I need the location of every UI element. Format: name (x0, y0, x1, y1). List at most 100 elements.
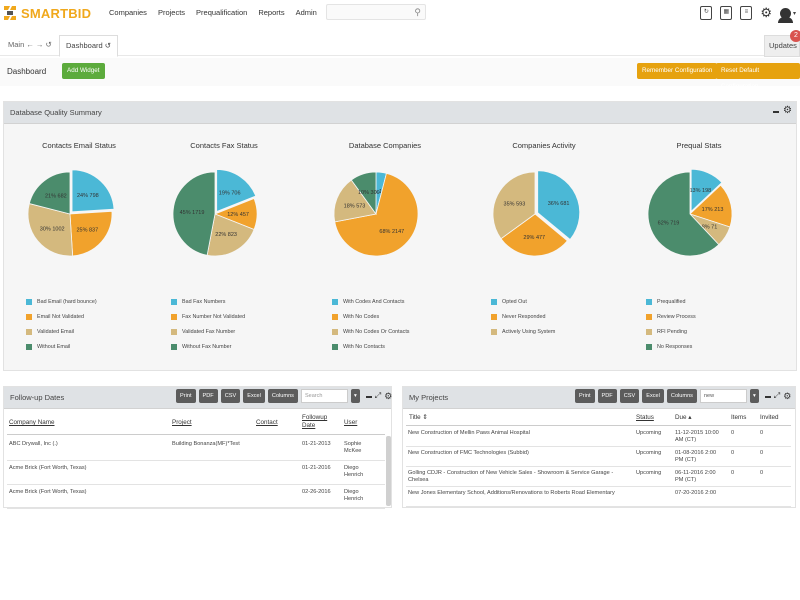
legend-item[interactable]: Actively Using System (491, 324, 555, 339)
pie-slice[interactable] (71, 169, 115, 213)
pie-slice[interactable] (172, 171, 216, 256)
nav-projects[interactable]: Projects (157, 8, 186, 17)
legend-label: No Responses (657, 343, 693, 350)
search-icon[interactable]: ⚲ (414, 7, 421, 17)
cell-due: 07-20-2016 2:00 (675, 490, 717, 496)
pie-slice[interactable] (206, 213, 255, 257)
gear-icon[interactable]: ⚙ (783, 391, 792, 401)
pie-slice[interactable] (647, 171, 720, 257)
nav-prequalification[interactable]: Prequalification (196, 8, 248, 17)
tab-dashboard[interactable]: Dashboard ↺ (59, 35, 119, 57)
col-company-name[interactable]: Company Name (9, 419, 55, 426)
pie-slice[interactable] (689, 184, 733, 228)
expand-icon[interactable]: ⤢ (773, 391, 781, 400)
legend-item[interactable]: Without Fax Number (171, 339, 245, 354)
print-button[interactable]: Print (575, 389, 595, 403)
legend-label: Bad Fax Numbers (182, 298, 226, 305)
csv-button[interactable]: CSV (619, 389, 640, 403)
col-status[interactable]: Status (636, 414, 654, 421)
legend-item[interactable]: With Codes And Contacts (332, 294, 410, 309)
col-user[interactable]: User (344, 419, 358, 426)
cell-title: New Jones Elementary School, Additions/R… (408, 490, 615, 496)
global-search-input[interactable]: ⚲ (326, 4, 426, 20)
minimize-icon[interactable] (764, 396, 771, 398)
cell-invited: 0 (760, 450, 764, 456)
slice-data-label: 30% 1002 (40, 227, 65, 233)
add-widget-button[interactable]: Add Widget (62, 63, 105, 79)
pie-slice[interactable] (492, 171, 536, 240)
tab-main[interactable]: Main ← → ↺ (8, 40, 52, 49)
col-followup-date[interactable]: Followup Date (302, 414, 328, 429)
pie-slice[interactable] (500, 213, 568, 257)
col-invited[interactable]: Invited (760, 414, 779, 421)
legend-item[interactable]: Email Not Validated (26, 309, 97, 324)
gear-icon[interactable]: ⚙ (783, 105, 792, 116)
reset-default-configuration-button[interactable]: Reset Default Configuration (716, 63, 800, 90)
columns-button[interactable]: Columns (666, 389, 697, 403)
print-button[interactable]: Print (176, 389, 196, 403)
updates-button[interactable]: Updates 2 (764, 30, 800, 57)
legend-item[interactable]: With No Codes Or Contacts (332, 324, 410, 339)
minimize-icon[interactable] (773, 111, 780, 113)
vertical-scrollbar[interactable] (386, 436, 391, 506)
legend-swatch (26, 328, 32, 335)
calendar-icon[interactable]: ▦ (720, 6, 733, 20)
legend-item[interactable]: Prequalified (646, 294, 696, 309)
col-items[interactable]: Items (731, 414, 747, 421)
settings-gear-icon[interactable]: ⚙ (760, 5, 772, 20)
legend-swatch (332, 298, 338, 305)
nav-admin[interactable]: Admin (295, 8, 317, 17)
pie-slice[interactable] (28, 171, 71, 215)
pie-slice[interactable] (333, 179, 377, 223)
expand-icon[interactable]: ⤢ (374, 391, 382, 400)
legend-item[interactable]: Review Process (646, 309, 696, 324)
remember-configuration-button[interactable]: Remember Configuration (637, 63, 718, 79)
slice-data-label: 62% 719 (658, 221, 680, 227)
chevron-down-icon[interactable]: ▾ (792, 10, 796, 17)
legend-item[interactable]: Validated Email (26, 324, 97, 339)
minimize-icon[interactable] (365, 396, 372, 398)
followup-search-input[interactable]: Search (300, 389, 348, 403)
followup-toolbar: Print PDF CSV Excel Columns Search ▾ ⤢ ⚙ (176, 389, 392, 403)
legend-item[interactable]: With No Contacts (332, 339, 410, 354)
clipboard-icon[interactable]: ≡ (740, 6, 753, 20)
pie-slice[interactable] (69, 210, 113, 257)
pdf-button[interactable]: PDF (597, 389, 617, 403)
col-contact[interactable]: Contact (256, 419, 278, 426)
user-avatar-icon[interactable] (777, 7, 793, 23)
header-divider (7, 434, 385, 435)
projects-search-input[interactable]: new (699, 389, 747, 403)
legend-item[interactable]: Never Responded (491, 309, 555, 324)
legend-item[interactable]: Opted Out (491, 294, 555, 309)
excel-button[interactable]: Excel (642, 389, 664, 403)
nav-companies[interactable]: Companies (109, 8, 147, 17)
legend-item[interactable]: Bad Fax Numbers (171, 294, 245, 309)
pie-slice[interactable] (350, 171, 377, 216)
col-title[interactable]: Title ⇕ (409, 414, 428, 421)
csv-button[interactable]: CSV (220, 389, 241, 403)
legend-item[interactable]: Bad Email (hard bounce) (26, 294, 97, 309)
legend-item[interactable]: Validated Fax Number (171, 324, 245, 339)
pie-slice[interactable] (690, 168, 723, 213)
logo[interactable]: SMARTBID (2, 5, 91, 21)
search-dropdown-button[interactable]: ▾ (350, 389, 360, 403)
excel-button[interactable]: Excel (243, 389, 265, 403)
pie-slice[interactable] (27, 203, 74, 257)
nav-reports[interactable]: Reports (258, 8, 285, 17)
legend-item[interactable]: RFI Pending (646, 324, 696, 339)
calendar-refresh-icon[interactable]: ↻ (700, 6, 713, 20)
col-due[interactable]: Due ▴ (675, 414, 692, 421)
legend-item[interactable]: Fax Number Not Validated (171, 309, 245, 324)
pie-slice[interactable] (216, 169, 257, 213)
search-dropdown-button[interactable]: ▾ (749, 389, 759, 403)
legend-item[interactable]: No Responses (646, 339, 696, 354)
pdf-button[interactable]: PDF (198, 389, 218, 403)
pie-slice[interactable] (537, 170, 581, 241)
gear-icon[interactable]: ⚙ (384, 391, 393, 401)
legend-item[interactable]: With No Codes (332, 309, 410, 324)
col-project[interactable]: Project (172, 419, 192, 426)
columns-button[interactable]: Columns (267, 389, 298, 403)
legend-item[interactable]: Without Email (26, 339, 97, 354)
updates-label: Updates (769, 41, 797, 50)
cell-title: Golling CDJR - Construction of New Vehic… (408, 470, 614, 483)
